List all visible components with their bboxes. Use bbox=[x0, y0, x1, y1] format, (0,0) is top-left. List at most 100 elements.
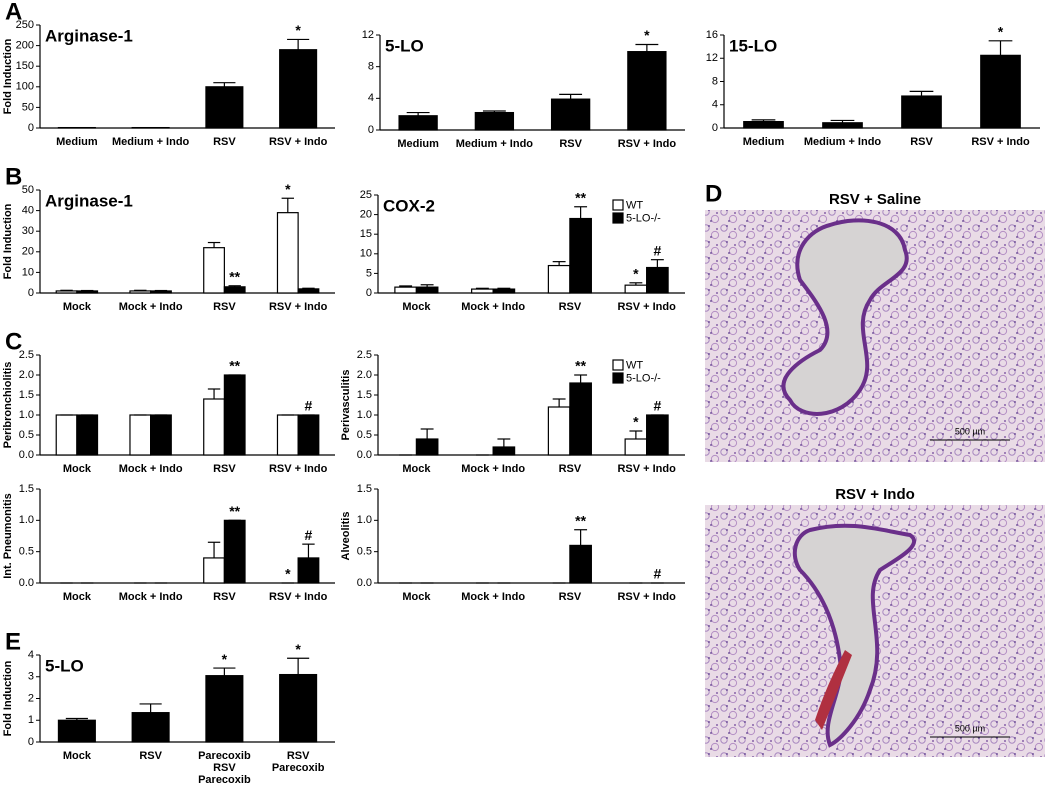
y-tick-label: 3 bbox=[28, 671, 34, 683]
bar bbox=[76, 290, 99, 294]
bar bbox=[624, 284, 648, 294]
x-tick-label: Mock + Indo bbox=[119, 301, 183, 313]
legend-label: WT bbox=[626, 359, 643, 371]
y-tick-label: 1.0 bbox=[19, 409, 34, 421]
panel-label: C bbox=[5, 328, 22, 355]
airway bbox=[792, 523, 916, 748]
image-2 bbox=[705, 505, 1045, 757]
bar bbox=[547, 406, 571, 456]
x-tick-label: Medium bbox=[743, 136, 785, 148]
significance: ** bbox=[575, 189, 586, 205]
image-title: RSV + Indo bbox=[835, 486, 915, 503]
x-tick-label: Medium + Indo bbox=[112, 136, 190, 148]
x-tick-label: RSV + Indo bbox=[971, 136, 1030, 148]
x-tick-label: Medium + Indo bbox=[456, 138, 534, 150]
y-tick-label: 100 bbox=[16, 81, 34, 93]
x-tick-label: RSV bbox=[213, 136, 236, 148]
bar bbox=[297, 414, 320, 456]
significance: * bbox=[285, 181, 291, 197]
y-tick-label: 50 bbox=[22, 184, 34, 196]
bar bbox=[279, 49, 318, 129]
chart-title: 5-LO bbox=[385, 36, 424, 55]
bar bbox=[624, 438, 648, 456]
x-tick-label: RSV + Indo bbox=[617, 463, 676, 475]
bar bbox=[398, 115, 438, 131]
bar bbox=[569, 382, 592, 456]
image-title: RSV + Saline bbox=[829, 191, 921, 208]
chart-title: Arginase-1 bbox=[45, 26, 133, 45]
legend-label: 5-LO-/- bbox=[626, 212, 661, 224]
scale-label: 500 µm bbox=[955, 723, 985, 733]
significance: * bbox=[633, 414, 639, 430]
bar bbox=[547, 264, 571, 294]
x-tick-label: RSV bbox=[213, 463, 236, 475]
bar bbox=[471, 288, 494, 294]
y-tick-label: 2 bbox=[28, 692, 34, 704]
x-tick-label: RSV bbox=[559, 301, 582, 313]
significance: ** bbox=[575, 512, 586, 528]
y-tick-label: 0.5 bbox=[357, 429, 372, 441]
x-tick-label: RSV + Indo bbox=[269, 591, 328, 603]
significance: # bbox=[305, 398, 313, 414]
y-tick-label: 12 bbox=[706, 52, 718, 64]
panel-label: B bbox=[5, 163, 22, 190]
y-tick-label: 40 bbox=[22, 205, 34, 217]
x-tick-label: Mock bbox=[63, 463, 92, 475]
bar bbox=[223, 374, 246, 456]
y-tick-label: 0.5 bbox=[357, 546, 372, 558]
bar bbox=[150, 414, 172, 456]
y-axis-label: Fold Induction bbox=[2, 203, 14, 279]
chart-title: Arginase-1 bbox=[45, 191, 133, 210]
x-tick-label: Mock + Indo bbox=[119, 463, 183, 475]
bar bbox=[203, 557, 225, 584]
significance: * bbox=[998, 24, 1004, 40]
bar bbox=[55, 290, 78, 294]
bar bbox=[129, 290, 152, 294]
y-tick-label: 8 bbox=[712, 75, 718, 87]
y-tick-label: 0 bbox=[368, 124, 374, 136]
y-tick-label: 4 bbox=[28, 649, 34, 661]
x-tick-label: RSV bbox=[559, 591, 582, 603]
x-tick-label: RSV bbox=[559, 463, 582, 475]
y-tick-label: 0.0 bbox=[357, 577, 372, 589]
y-tick-label: 0 bbox=[366, 287, 372, 299]
bar bbox=[394, 286, 417, 294]
y-tick-label: 16 bbox=[706, 29, 718, 41]
x-tick-label: Mock bbox=[63, 301, 92, 313]
significance: ** bbox=[229, 268, 240, 284]
significance: * bbox=[222, 651, 228, 667]
bar bbox=[203, 398, 225, 456]
y-tick-label: 0.0 bbox=[19, 449, 34, 461]
x-tick-label: RSV + Indo bbox=[269, 136, 328, 148]
y-tick-label: 200 bbox=[16, 40, 34, 52]
significance: * bbox=[295, 641, 301, 657]
significance: # bbox=[653, 566, 661, 582]
y-tick-label: 20 bbox=[360, 209, 372, 221]
bar bbox=[57, 719, 96, 743]
panel-label: D bbox=[705, 180, 722, 207]
y-tick-label: 4 bbox=[712, 99, 718, 111]
legend-swatch bbox=[612, 372, 624, 384]
y-tick-label: 0 bbox=[712, 122, 718, 134]
x-tick-label: RSV + Indo bbox=[618, 138, 677, 150]
bar bbox=[415, 438, 439, 456]
significance: # bbox=[653, 242, 661, 258]
chart-title: 15-LO bbox=[729, 36, 777, 55]
y-tick-label: 2.0 bbox=[19, 369, 34, 381]
x-tick-label: RSV bbox=[213, 591, 236, 603]
x-tick-label: RSV + Indo bbox=[269, 301, 328, 313]
y-tick-label: 0.0 bbox=[357, 449, 372, 461]
y-tick-label: 1.5 bbox=[357, 389, 372, 401]
bar bbox=[297, 288, 320, 294]
y-tick-label: 25 bbox=[360, 189, 372, 201]
bar bbox=[223, 519, 246, 584]
bar bbox=[223, 286, 246, 294]
image-1 bbox=[705, 210, 1045, 462]
y-tick-label: 150 bbox=[16, 60, 34, 72]
x-tick-label: Mock + Indo bbox=[461, 301, 525, 313]
significance: * bbox=[633, 266, 639, 282]
x-tick-label: Parecoxib bbox=[198, 750, 251, 762]
legend-swatch bbox=[612, 199, 624, 211]
